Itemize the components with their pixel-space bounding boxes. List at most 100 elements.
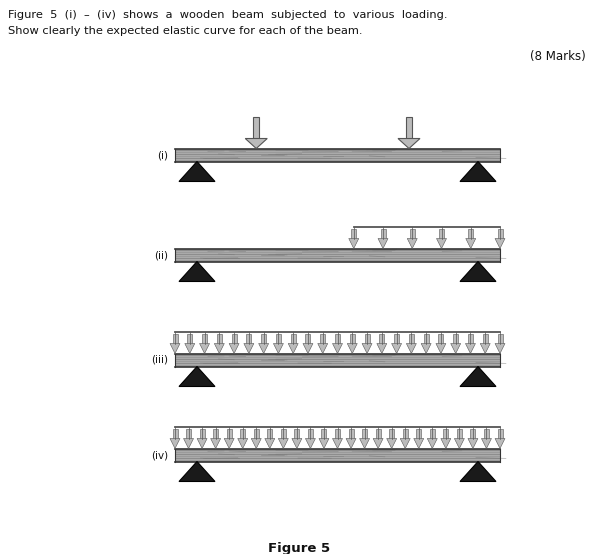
Bar bbox=[227, 428, 231, 439]
Polygon shape bbox=[179, 261, 215, 281]
Bar bbox=[438, 334, 443, 343]
Bar bbox=[394, 334, 399, 343]
Polygon shape bbox=[347, 343, 357, 353]
Text: Show clearly the expected elastic curve for each of the beam.: Show clearly the expected elastic curve … bbox=[8, 26, 362, 36]
Bar bbox=[439, 228, 444, 239]
Bar bbox=[276, 334, 281, 343]
Polygon shape bbox=[179, 162, 215, 182]
Bar bbox=[306, 334, 310, 343]
Bar bbox=[498, 334, 502, 343]
Text: (i): (i) bbox=[157, 150, 168, 160]
Bar bbox=[365, 334, 370, 343]
Bar bbox=[246, 334, 251, 343]
Text: (iii): (iii) bbox=[151, 355, 168, 365]
Bar bbox=[483, 334, 488, 343]
Bar bbox=[335, 428, 340, 439]
Bar bbox=[172, 334, 178, 343]
Bar bbox=[217, 334, 222, 343]
Polygon shape bbox=[495, 439, 505, 449]
Text: Figure  5  (i)  –  (iv)  shows  a  wooden  beam  subjected  to  various  loading: Figure 5 (i) – (iv) shows a wooden beam … bbox=[8, 10, 447, 20]
Polygon shape bbox=[465, 343, 475, 353]
Bar bbox=[200, 428, 205, 439]
Polygon shape bbox=[179, 461, 215, 481]
Polygon shape bbox=[278, 439, 288, 449]
Bar bbox=[406, 116, 412, 138]
Polygon shape bbox=[251, 439, 261, 449]
Bar bbox=[376, 428, 380, 439]
Polygon shape bbox=[170, 343, 180, 353]
Bar bbox=[471, 428, 475, 439]
Polygon shape bbox=[460, 261, 496, 281]
Bar bbox=[484, 428, 489, 439]
Bar bbox=[402, 428, 408, 439]
Polygon shape bbox=[398, 138, 420, 148]
Bar bbox=[498, 428, 502, 439]
Polygon shape bbox=[184, 439, 194, 449]
Polygon shape bbox=[303, 343, 313, 353]
Polygon shape bbox=[466, 239, 476, 249]
Polygon shape bbox=[373, 439, 383, 449]
Polygon shape bbox=[200, 343, 209, 353]
Polygon shape bbox=[495, 343, 505, 353]
Bar bbox=[335, 334, 340, 343]
Bar bbox=[175, 449, 500, 461]
Polygon shape bbox=[392, 343, 402, 353]
Polygon shape bbox=[273, 343, 283, 353]
Polygon shape bbox=[170, 439, 180, 449]
Bar bbox=[410, 228, 415, 239]
Polygon shape bbox=[332, 439, 343, 449]
Polygon shape bbox=[378, 239, 388, 249]
Polygon shape bbox=[436, 343, 446, 353]
Polygon shape bbox=[451, 343, 460, 353]
Polygon shape bbox=[332, 343, 343, 353]
Bar bbox=[409, 334, 414, 343]
Polygon shape bbox=[349, 239, 359, 249]
Bar bbox=[267, 428, 272, 439]
Polygon shape bbox=[407, 343, 416, 353]
Bar bbox=[261, 334, 266, 343]
Bar bbox=[468, 228, 473, 239]
Polygon shape bbox=[437, 239, 447, 249]
Bar bbox=[457, 428, 462, 439]
Polygon shape bbox=[238, 439, 248, 449]
Polygon shape bbox=[400, 439, 410, 449]
Bar bbox=[240, 428, 245, 439]
Polygon shape bbox=[346, 439, 356, 449]
Polygon shape bbox=[362, 343, 372, 353]
Bar bbox=[389, 428, 394, 439]
Polygon shape bbox=[265, 439, 275, 449]
Bar bbox=[468, 334, 473, 343]
Bar bbox=[253, 116, 260, 138]
Bar bbox=[281, 428, 286, 439]
Bar bbox=[423, 334, 429, 343]
Polygon shape bbox=[377, 343, 387, 353]
Polygon shape bbox=[185, 343, 195, 353]
Bar bbox=[379, 334, 385, 343]
Bar bbox=[322, 428, 327, 439]
Polygon shape bbox=[318, 343, 328, 353]
Bar bbox=[202, 334, 207, 343]
Bar bbox=[351, 228, 356, 239]
Bar bbox=[213, 428, 218, 439]
Bar bbox=[175, 148, 500, 162]
Polygon shape bbox=[460, 461, 496, 481]
Bar bbox=[175, 249, 500, 261]
Polygon shape bbox=[245, 138, 267, 148]
Polygon shape bbox=[414, 439, 424, 449]
Polygon shape bbox=[495, 239, 505, 249]
Text: (ii): (ii) bbox=[154, 250, 168, 260]
Bar bbox=[498, 228, 502, 239]
Polygon shape bbox=[306, 439, 315, 449]
Bar bbox=[186, 428, 191, 439]
Polygon shape bbox=[359, 439, 370, 449]
Polygon shape bbox=[454, 439, 465, 449]
Polygon shape bbox=[229, 343, 239, 353]
Bar bbox=[291, 334, 295, 343]
Polygon shape bbox=[210, 439, 221, 449]
Text: Figure 5: Figure 5 bbox=[268, 542, 330, 554]
Polygon shape bbox=[468, 439, 478, 449]
Polygon shape bbox=[421, 343, 431, 353]
Polygon shape bbox=[197, 439, 207, 449]
Bar bbox=[187, 334, 193, 343]
Polygon shape bbox=[460, 162, 496, 182]
